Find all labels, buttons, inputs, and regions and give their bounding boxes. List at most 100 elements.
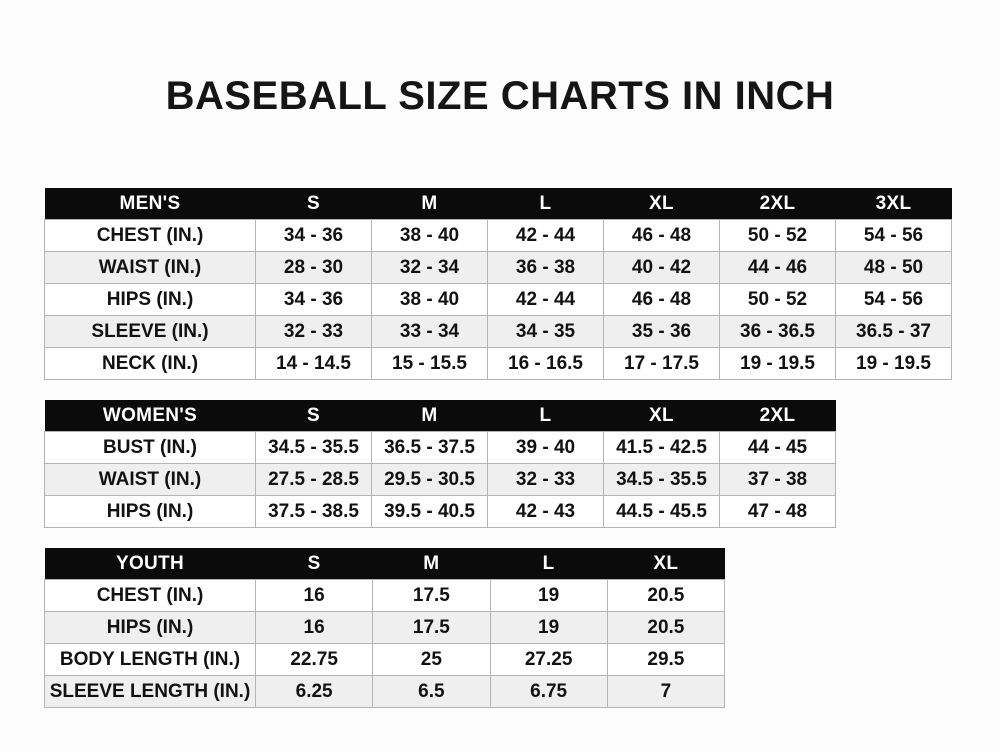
column-header-2xl: 2XL — [719, 188, 836, 220]
measurement-cell: 6.5 — [372, 675, 491, 708]
measurement-cell: 17.5 — [372, 579, 491, 612]
womens-table: WOMEN'S S M L XL 2XL BUST (IN.) 34.5 - 35.5 36.5… — [44, 400, 836, 528]
measurement-cell: 27.5 - 28.5 — [255, 463, 372, 496]
measurement-cell: 50 - 52 — [719, 283, 836, 316]
row-label: CHEST (IN.) — [44, 579, 256, 612]
measurement-cell: 34.5 - 35.5 — [603, 463, 720, 496]
measurement-cell: 47 - 48 — [719, 495, 836, 528]
column-header-m: M — [372, 548, 490, 580]
measurement-cell: 17 - 17.5 — [603, 347, 720, 380]
column-header-xl: XL — [603, 188, 720, 220]
measurement-cell: 36.5 - 37.5 — [371, 431, 488, 464]
table-row: WAIST (IN.) 27.5 - 28.5 29.5 - 30.5 32 - 33… — [44, 463, 836, 496]
table-title-womens: WOMEN'S — [44, 400, 256, 432]
measurement-cell: 39 - 40 — [487, 431, 604, 464]
column-header-s: S — [255, 548, 373, 580]
row-label: BUST (IN.) — [44, 431, 256, 464]
table-header-row: WOMEN'S S M L XL 2XL — [44, 400, 836, 432]
measurement-cell: 14 - 14.5 — [255, 347, 372, 380]
table-title-youth: YOUTH — [44, 548, 256, 580]
row-label: SLEEVE LENGTH (IN.) — [44, 675, 256, 708]
measurement-cell: 27.25 — [489, 643, 608, 676]
measurement-cell: 16 - 16.5 — [487, 347, 604, 380]
table-title-mens: MEN'S — [44, 188, 256, 220]
measurement-cell: 42 - 43 — [487, 495, 604, 528]
measurement-cell: 46 - 48 — [603, 283, 720, 316]
measurement-cell: 36.5 - 37 — [835, 315, 952, 348]
measurement-cell: 34 - 35 — [487, 315, 604, 348]
measurement-cell: 39.5 - 40.5 — [371, 495, 488, 528]
measurement-cell: 36 - 38 — [487, 251, 604, 284]
column-header-l: L — [487, 400, 604, 432]
measurement-cell: 44 - 45 — [719, 431, 836, 464]
page-title: BASEBALL SIZE CHARTS IN INCH — [165, 74, 835, 118]
measurement-cell: 19 - 19.5 — [835, 347, 952, 380]
measurement-cell: 20.5 — [606, 611, 726, 644]
measurement-cell: 46 - 48 — [603, 219, 720, 252]
table-row: BUST (IN.) 34.5 - 35.5 36.5 - 37.5 39 - 40 4… — [44, 431, 836, 464]
measurement-cell: 48 - 50 — [835, 251, 952, 284]
table-row: HIPS (IN.) 34 - 36 38 - 40 42 - 44 46 - 48 50… — [44, 283, 952, 316]
mens-size-chart: MEN'S S M L XL 2XL 3XL CHEST (IN.) 34 - 36 38 - 4… — [44, 188, 952, 380]
mens-table: MEN'S S M L XL 2XL 3XL CHEST (IN.) 34 - 36 38 - 4… — [44, 188, 952, 380]
column-header-s: S — [255, 188, 372, 220]
measurement-cell: 44.5 - 45.5 — [603, 495, 720, 528]
row-label: CHEST (IN.) — [44, 219, 256, 252]
row-label: WAIST (IN.) — [44, 463, 256, 496]
column-header-m: M — [371, 400, 488, 432]
measurement-cell: 34.5 - 35.5 — [255, 431, 372, 464]
measurement-cell: 28 - 30 — [255, 251, 372, 284]
column-header-m: M — [371, 188, 488, 220]
table-row: HIPS (IN.) 37.5 - 38.5 39.5 - 40.5 42 - 43 4… — [44, 495, 836, 528]
row-label: HIPS (IN.) — [44, 283, 256, 316]
measurement-cell: 38 - 40 — [371, 219, 488, 252]
table-header-row: YOUTH S M L XL — [44, 548, 725, 580]
youth-size-chart: YOUTH S M L XL CHEST (IN.) 16 17.5 19 20.5 HIPS (I… — [44, 548, 726, 708]
measurement-cell: 50 - 52 — [719, 219, 836, 252]
row-label: WAIST (IN.) — [44, 251, 256, 284]
measurement-cell: 20.5 — [606, 579, 726, 612]
measurement-cell: 22.75 — [254, 643, 374, 676]
table-row: BODY LENGTH (IN.) 22.75 25 27.25 29.5 — [44, 643, 726, 676]
row-label: HIPS (IN.) — [44, 495, 256, 528]
measurement-cell: 41.5 - 42.5 — [603, 431, 720, 464]
measurement-cell: 37 - 38 — [719, 463, 836, 496]
measurement-cell: 33 - 34 — [371, 315, 488, 348]
table-header-row: MEN'S S M L XL 2XL 3XL — [44, 188, 952, 220]
measurement-cell: 36 - 36.5 — [719, 315, 836, 348]
measurement-cell: 42 - 44 — [487, 219, 604, 252]
column-header-l: L — [490, 548, 608, 580]
measurement-cell: 15 - 15.5 — [371, 347, 488, 380]
column-header-3xl: 3XL — [835, 188, 952, 220]
measurement-cell: 19 - 19.5 — [719, 347, 836, 380]
measurement-cell: 29.5 — [606, 643, 726, 676]
table-row: WAIST (IN.) 28 - 30 32 - 34 36 - 38 40 - 42 4… — [44, 251, 952, 284]
measurement-cell: 34 - 36 — [255, 219, 372, 252]
row-label: NECK (IN.) — [44, 347, 256, 380]
measurement-cell: 29.5 - 30.5 — [371, 463, 488, 496]
row-label: SLEEVE (IN.) — [44, 315, 256, 348]
measurement-cell: 34 - 36 — [255, 283, 372, 316]
measurement-cell: 32 - 33 — [487, 463, 604, 496]
table-row: CHEST (IN.) 34 - 36 38 - 40 42 - 44 46 - 48 5… — [44, 219, 952, 252]
measurement-cell: 25 — [372, 643, 491, 676]
table-row: SLEEVE (IN.) 32 - 33 33 - 34 34 - 35 35 - 36… — [44, 315, 952, 348]
youth-table: YOUTH S M L XL CHEST (IN.) 16 17.5 19 20.5 HIPS (I… — [44, 548, 726, 708]
measurement-cell: 7 — [606, 675, 726, 708]
table-row: NECK (IN.) 14 - 14.5 15 - 15.5 16 - 16.5 17 … — [44, 347, 952, 380]
column-header-2xl: 2XL — [719, 400, 836, 432]
measurement-cell: 54 - 56 — [835, 219, 952, 252]
row-label: HIPS (IN.) — [44, 611, 256, 644]
row-label: BODY LENGTH (IN.) — [44, 643, 256, 676]
measurement-cell: 42 - 44 — [487, 283, 604, 316]
measurement-cell: 17.5 — [372, 611, 491, 644]
measurement-cell: 6.25 — [254, 675, 374, 708]
measurement-cell: 40 - 42 — [603, 251, 720, 284]
measurement-cell: 37.5 - 38.5 — [255, 495, 372, 528]
measurement-cell: 19 — [489, 579, 608, 612]
measurement-cell: 54 - 56 — [835, 283, 952, 316]
table-row: SLEEVE LENGTH (IN.) 6.25 6.5 6.75 7 — [44, 675, 726, 708]
measurement-cell: 19 — [489, 611, 608, 644]
measurement-cell: 16 — [254, 611, 374, 644]
